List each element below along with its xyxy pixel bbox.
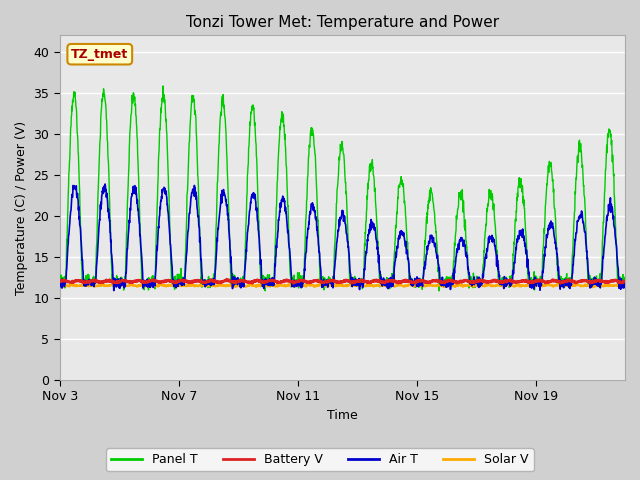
Y-axis label: Temperature (C) / Power (V): Temperature (C) / Power (V) <box>15 120 28 295</box>
Legend: Panel T, Battery V, Air T, Solar V: Panel T, Battery V, Air T, Solar V <box>106 448 534 471</box>
X-axis label: Time: Time <box>327 409 358 422</box>
Title: Tonzi Tower Met: Temperature and Power: Tonzi Tower Met: Temperature and Power <box>186 15 499 30</box>
Text: TZ_tmet: TZ_tmet <box>71 48 129 61</box>
